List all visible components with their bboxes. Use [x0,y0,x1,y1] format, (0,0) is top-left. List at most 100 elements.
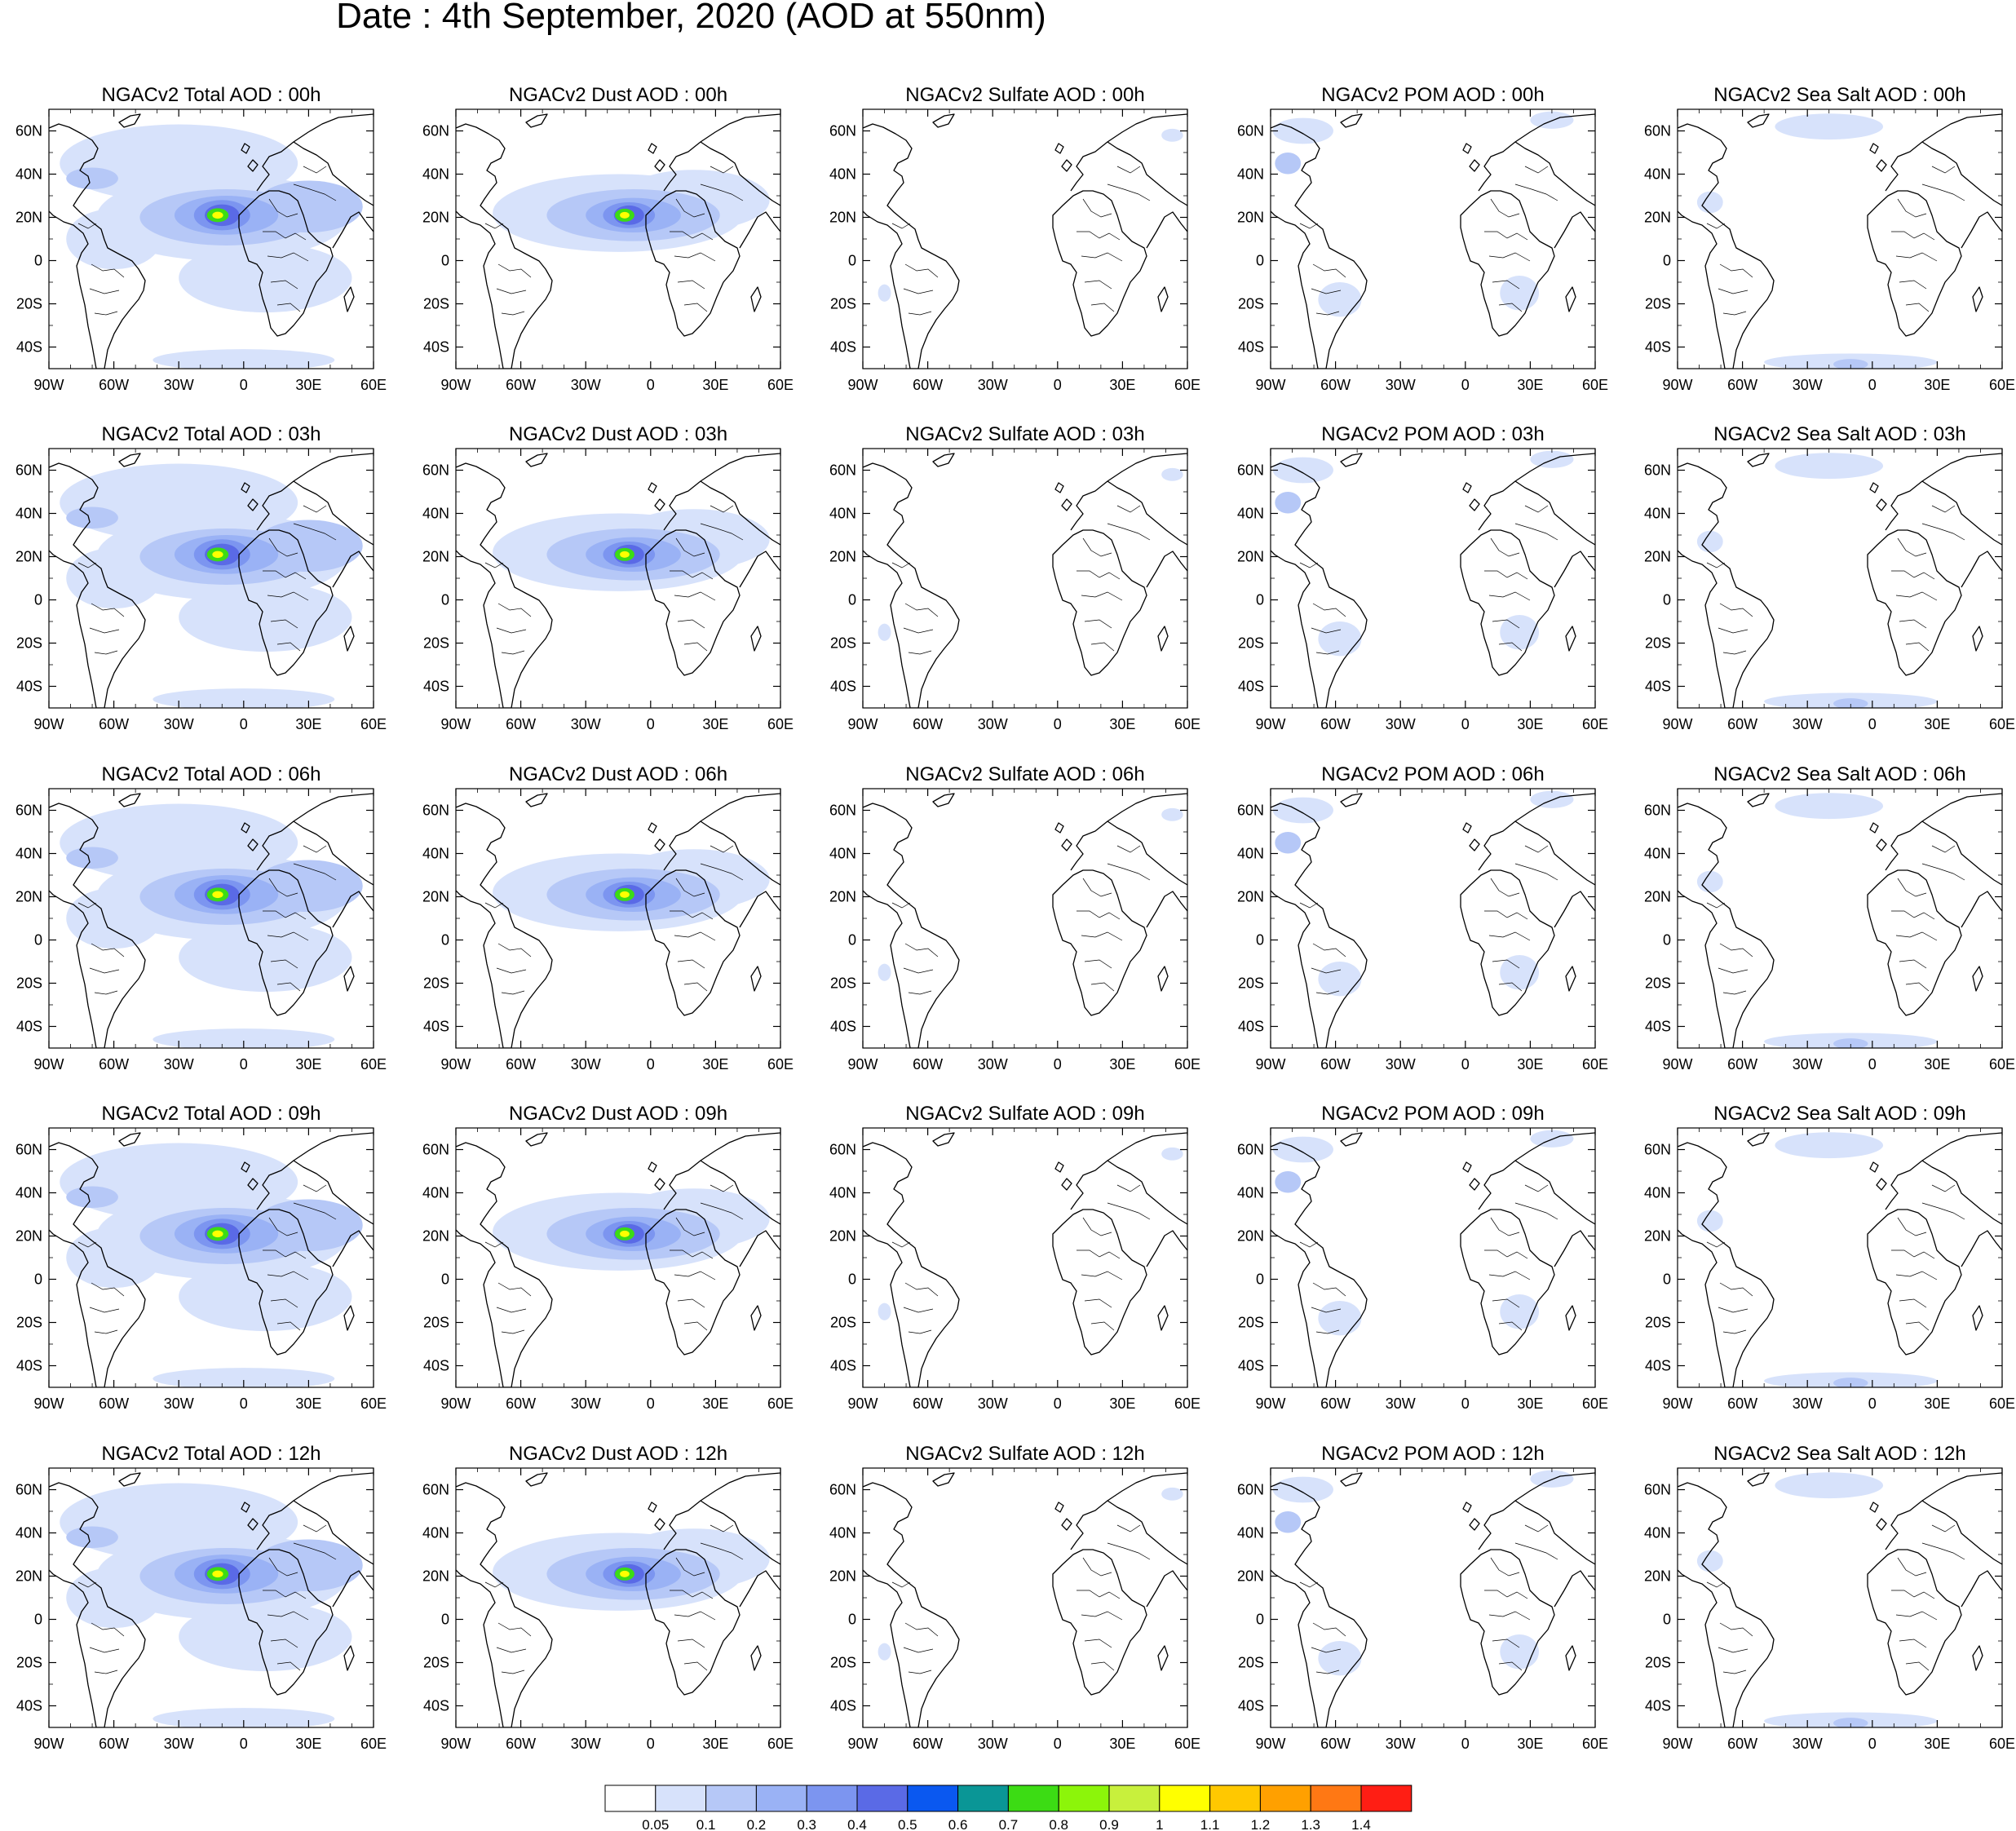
lat-tick-label: 60N [422,1482,449,1498]
lon-tick-label: 30W [571,377,601,393]
lon-tick-label: 90W [440,1736,471,1752]
aod-contour [878,1643,891,1661]
lat-tick-label: 40S [1645,1019,1671,1035]
lat-tick-label: 60N [829,803,856,819]
lon-tick-label: 30W [164,1736,194,1752]
map-panel-total-3: NGACv2 Total AOD : 09h 90W 60W 30W 0 30E 60E 60… [15,1103,387,1412]
lon-tick-label: 60E [360,1056,387,1073]
lat-tick-label: 40S [830,679,856,695]
lon-tick-label: 30E [1924,1736,1950,1752]
lon-tick-label: 60W [99,1736,129,1752]
aod-contour [1833,698,1868,708]
lon-tick-label: 60W [99,1056,129,1073]
lat-tick-label: 40S [16,339,42,356]
lat-tick-label: 20S [830,1655,856,1671]
aod-contour [1530,1470,1574,1488]
lat-tick-label: 40N [422,506,449,522]
lat-tick-label: 40S [16,1698,42,1714]
aod-contour [1272,797,1333,824]
lon-tick-label: 30E [1109,377,1135,393]
lon-tick-label: 60W [1320,1736,1351,1752]
lat-tick-label: 40S [423,1019,449,1035]
aod-contour [1161,807,1183,821]
lat-tick-label: 60N [15,1482,42,1498]
map-panel-sulfate-4: NGACv2 Sulfate AOD : 12h 90W 60W 30W 0 30E 60E… [829,1443,1200,1752]
colorbar-swatch [655,1785,707,1812]
aod-contour [254,1199,363,1252]
lon-tick-label: 60W [1320,377,1351,393]
aod-contour [66,208,161,270]
lat-tick-label: 0 [34,932,42,949]
aod-contour [1833,359,1868,369]
lat-tick-label: 60N [15,123,42,139]
lon-tick-label: 60E [1582,377,1608,393]
lon-tick-label: 60E [360,1736,387,1752]
map-panel-dust-3: NGACv2 Dust AOD : 09h 90W 60W 30W 0 30E 60E 60N… [422,1103,794,1412]
lon-tick-label: 90W [847,1395,878,1412]
lon-tick-label: 60E [767,716,794,732]
lon-tick-label: 90W [1662,716,1692,732]
lat-tick-label: 40S [423,339,449,356]
lon-tick-label: 30E [1924,377,1950,393]
colorbar-swatch [957,1785,1009,1812]
lat-tick-label: 20N [829,1568,856,1585]
lon-tick-label: 60W [1727,1056,1757,1073]
lon-tick-label: 30W [1386,1736,1416,1752]
lat-tick-label: 0 [848,592,856,608]
lon-tick-label: 30E [702,1736,728,1752]
aod-contour [1161,1147,1183,1161]
lon-tick-label: 90W [33,1736,64,1752]
lat-tick-label: 0 [441,253,449,269]
panel-title: NGACv2 Sulfate AOD : 12h [905,1443,1144,1465]
map-panel-dust-4: NGACv2 Dust AOD : 12h 90W 60W 30W 0 30E 60E 60N… [422,1443,794,1752]
aod-contour [878,963,891,981]
aod-contour [212,551,223,559]
lat-tick-label: 40N [829,1525,856,1541]
lon-tick-label: 90W [1255,716,1285,732]
colorbar-swatch [1259,1785,1311,1812]
lon-tick-label: 30W [1793,1056,1823,1073]
panel-title: NGACv2 Total AOD : 06h [101,763,321,785]
lon-tick-label: 60E [1989,377,2015,393]
lon-tick-label: 60W [1727,1736,1757,1752]
lon-tick-label: 60E [767,1736,794,1752]
lat-tick-label: 40N [829,166,856,183]
aod-contour [1696,191,1723,214]
lon-tick-label: 30W [571,1736,601,1752]
map-panel-seasalt-1: NGACv2 Sea Salt AOD : 03h 90W 60W 30W 0 30E 60… [1644,423,2015,732]
colorbar-swatch [1058,1785,1110,1812]
aod-contour [1775,1132,1884,1159]
aod-contour [66,847,118,869]
lon-tick-label: 30E [1924,1395,1950,1412]
colorbar-swatch [1007,1785,1059,1812]
lon-tick-label: 30E [1924,716,1950,732]
lon-tick-label: 0 [647,1395,655,1412]
aod-field [1678,789,2002,1048]
lon-tick-label: 30E [702,1395,728,1412]
lat-tick-label: 40S [1645,679,1671,695]
panel-title: NGACv2 Dust AOD : 03h [509,423,727,445]
lat-tick-label: 20S [830,296,856,312]
lat-tick-label: 20N [422,210,449,226]
aod-contour [1318,1301,1362,1336]
lat-tick-label: 60N [15,803,42,819]
aod-contour [66,887,161,949]
lon-tick-label: 60E [767,1395,794,1412]
panel-title: NGACv2 Sea Salt AOD : 12h [1713,1443,1965,1465]
lat-tick-label: 40S [423,1698,449,1714]
lon-tick-label: 90W [847,716,878,732]
lon-tick-label: 0 [1054,716,1062,732]
aod-contour [1530,450,1574,468]
colorbar-label: 1.4 [1351,1817,1371,1831]
lat-tick-label: 20S [423,635,449,652]
aod-contour [153,1028,335,1048]
aod-contour [1318,962,1362,997]
lon-tick-label: 0 [240,377,248,393]
lon-tick-label: 0 [1461,716,1470,732]
lon-tick-label: 60E [1174,1395,1200,1412]
lat-tick-label: 40S [16,1358,42,1374]
lat-tick-label: 40N [1237,506,1264,522]
lat-tick-label: 20N [422,1568,449,1585]
lat-tick-label: 40N [422,1185,449,1201]
colorbar: 0.05 0.1 0.2 0.3 0.4 0.5 0.6 0.7 0.8 0.9 1 1.1 1.2 1.… [604,1785,1413,1831]
